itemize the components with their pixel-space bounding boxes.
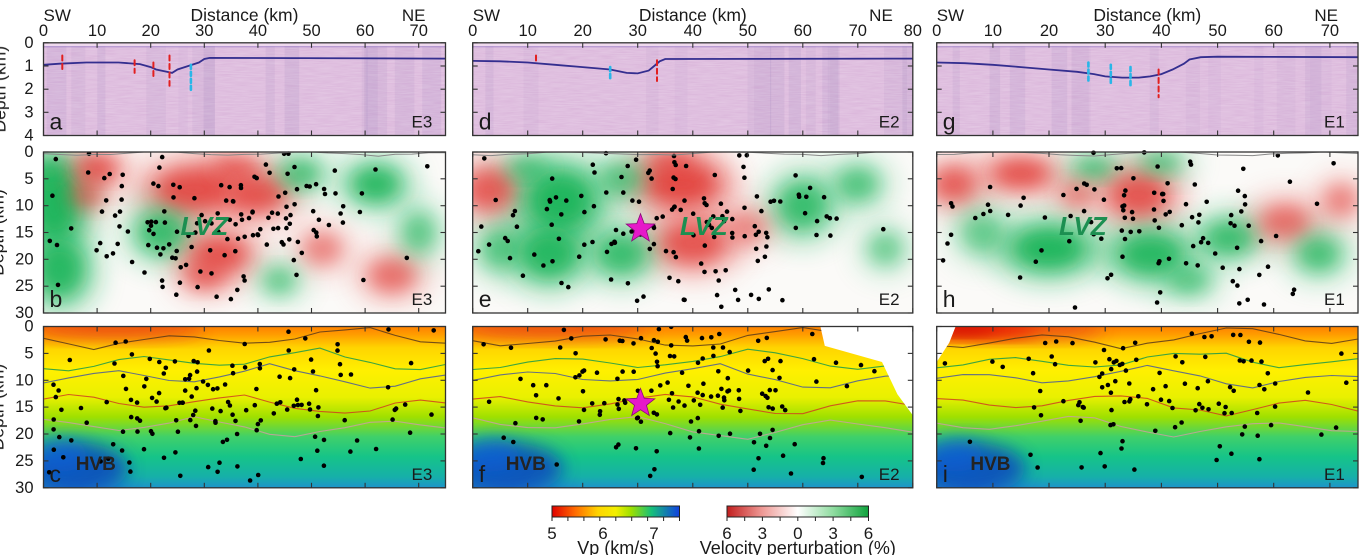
svg-text:10: 10 (15, 371, 33, 389)
svg-text:70: 70 (849, 22, 867, 40)
svg-text:Depth (km): Depth (km) (0, 46, 10, 133)
svg-text:d: d (479, 109, 492, 135)
svg-text:20: 20 (142, 22, 160, 40)
svg-text:15: 15 (15, 398, 33, 416)
svg-text:0: 0 (39, 22, 48, 40)
svg-text:0: 0 (24, 318, 33, 336)
svg-text:a: a (50, 109, 63, 135)
svg-text:Depth (km): Depth (km) (0, 364, 8, 451)
svg-text:40: 40 (684, 22, 702, 40)
svg-text:0: 0 (24, 34, 33, 52)
svg-text:2: 2 (24, 80, 33, 98)
svg-text:1: 1 (24, 57, 33, 75)
svg-text:E2: E2 (879, 290, 900, 309)
svg-text:E3: E3 (412, 290, 433, 309)
svg-text:NE: NE (869, 6, 893, 25)
svg-text:30: 30 (1096, 22, 1114, 40)
svg-text:10: 10 (984, 22, 1002, 40)
svg-text:20: 20 (574, 22, 592, 40)
svg-text:LVZ: LVZ (1059, 211, 1108, 241)
svg-text:60: 60 (794, 22, 812, 40)
svg-text:15: 15 (15, 224, 33, 242)
svg-text:20: 20 (15, 425, 33, 443)
svg-text:70: 70 (1321, 22, 1339, 40)
svg-text:40: 40 (249, 22, 267, 40)
svg-text:80: 80 (904, 22, 922, 40)
svg-text:HVB: HVB (970, 454, 1010, 475)
svg-text:0: 0 (468, 22, 477, 40)
svg-text:b: b (50, 286, 63, 312)
svg-text:60: 60 (356, 22, 374, 40)
svg-text:10: 10 (15, 197, 33, 215)
svg-text:E1: E1 (1324, 113, 1345, 132)
svg-text:Vp (km/s): Vp (km/s) (577, 538, 654, 555)
svg-text:0: 0 (24, 143, 33, 161)
svg-text:3: 3 (24, 103, 33, 121)
svg-text:30: 30 (15, 479, 33, 497)
svg-text:4: 4 (24, 127, 33, 145)
svg-text:E2: E2 (879, 113, 900, 132)
svg-text:5: 5 (547, 524, 556, 543)
svg-text:0: 0 (932, 22, 941, 40)
svg-text:25: 25 (15, 277, 33, 295)
svg-text:e: e (479, 286, 492, 312)
svg-text:E3: E3 (412, 465, 433, 484)
svg-text:60: 60 (1265, 22, 1283, 40)
svg-text:h: h (943, 286, 956, 312)
svg-text:70: 70 (410, 22, 428, 40)
svg-text:E3: E3 (412, 113, 433, 132)
svg-text:HVB: HVB (76, 454, 116, 475)
svg-text:Velocity perturbation (%): Velocity perturbation (%) (700, 538, 896, 555)
svg-text:5: 5 (24, 170, 33, 188)
svg-text:E1: E1 (1324, 465, 1345, 484)
svg-text:i: i (943, 461, 948, 487)
svg-text:10: 10 (88, 22, 106, 40)
svg-text:50: 50 (302, 22, 320, 40)
svg-text:c: c (50, 461, 62, 487)
svg-text:E1: E1 (1324, 290, 1345, 309)
svg-text:25: 25 (15, 452, 33, 470)
svg-text:LVZ: LVZ (680, 211, 729, 241)
svg-text:g: g (943, 109, 956, 135)
svg-text:5: 5 (24, 344, 33, 362)
svg-text:Depth (km): Depth (km) (0, 189, 8, 276)
svg-text:50: 50 (1208, 22, 1226, 40)
svg-text:10: 10 (519, 22, 537, 40)
svg-text:30: 30 (629, 22, 647, 40)
svg-text:f: f (479, 461, 486, 487)
svg-text:E2: E2 (879, 465, 900, 484)
svg-text:LVZ: LVZ (180, 211, 229, 241)
svg-text:20: 20 (1040, 22, 1058, 40)
svg-text:50: 50 (739, 22, 757, 40)
svg-text:20: 20 (15, 250, 33, 268)
svg-text:40: 40 (1152, 22, 1170, 40)
svg-text:30: 30 (195, 22, 213, 40)
svg-text:HVB: HVB (506, 454, 546, 475)
